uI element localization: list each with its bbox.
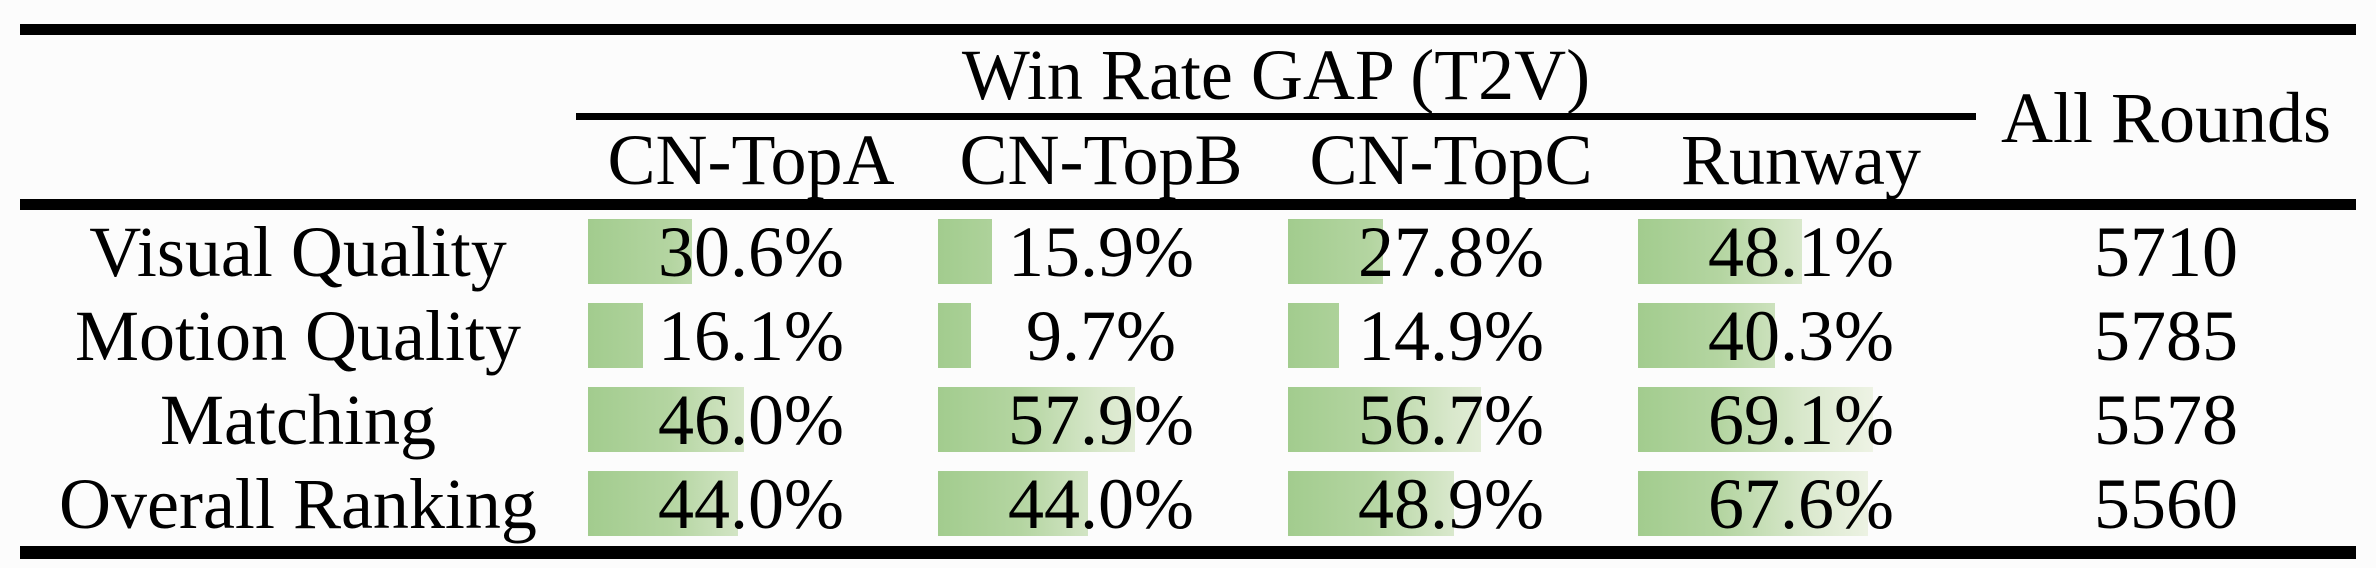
win-rate-bar [588,303,643,368]
title-span-rule [576,113,1976,120]
win-rate-value: 48.9% [1358,464,1544,544]
win-rate-value: 44.0% [1008,464,1194,544]
table-cell: 40.3% [1626,294,1976,378]
win-rate-bar [1638,303,1775,368]
win-rate-bar [588,471,738,536]
win-rate-value: 48.1% [1708,212,1894,292]
all-rounds-value: 5710 [2094,212,2238,292]
column-header-cn-topc: CN-TopC [1309,119,1593,200]
table-cell: 57.9% [926,378,1276,462]
win-rate-value: 57.9% [1008,380,1194,460]
table-cell: 67.6% [1626,462,1976,546]
column-header-cn-topa: CN-TopA [607,119,895,200]
all-rounds-value: 5560 [2094,464,2238,544]
win-rate-bar [588,387,744,452]
column-header-cn-topb: CN-TopB [959,119,1243,200]
win-rate-value: 69.1% [1708,380,1894,460]
win-rate-value: 27.8% [1358,212,1544,292]
win-rate-value: 46.0% [658,380,844,460]
table-cell: 9.7% [926,294,1276,378]
all-rounds-value: 5785 [2094,296,2238,376]
win-rate-bar [1638,471,1868,536]
row-label-matching: Matching [160,380,436,460]
win-rate-bar [938,387,1135,452]
header-separator-rule [20,199,2356,210]
win-rate-value: 14.9% [1358,296,1544,376]
table-cell: 48.9% [1276,462,1626,546]
table-cell: 44.0% [576,462,926,546]
win-rate-value: 16.1% [658,296,844,376]
win-rate-bar [1288,387,1481,452]
table-title: Win Rate GAP (T2V) [961,34,1591,115]
win-rate-value: 56.7% [1358,380,1544,460]
win-rate-value: 15.9% [1008,212,1194,292]
win-rate-bar [938,471,1088,536]
win-rate-bar [1288,303,1339,368]
table-cell: 14.9% [1276,294,1626,378]
table-cell: 16.1% [576,294,926,378]
row-label-motion-quality: Motion Quality [75,296,521,376]
win-rate-value: 40.3% [1708,296,1894,376]
table-bottom-rule [20,546,2356,559]
row-label-overall-ranking: Overall Ranking [59,464,537,544]
table-cell: 46.0% [576,378,926,462]
win-rate-bar [1638,219,1802,284]
win-rate-bar [1288,471,1454,536]
row-label-visual-quality: Visual Quality [89,212,507,292]
table-cell: 69.1% [1626,378,1976,462]
table-cell: 27.8% [1276,210,1626,294]
table-cell: 48.1% [1626,210,1976,294]
column-header-all-rounds: All Rounds [2000,77,2332,158]
win-rate-value: 67.6% [1708,464,1894,544]
win-rate-bar [938,303,971,368]
win-rate-bar [938,219,992,284]
win-rate-bar [588,219,692,284]
table-cell: 15.9% [926,210,1276,294]
win-rate-bar [1638,387,1873,452]
table-top-rule [20,24,2356,35]
win-rate-value: 9.7% [1026,296,1176,376]
win-rate-value: 44.0% [658,464,844,544]
table-cell: 30.6% [576,210,926,294]
column-header-runway: Runway [1681,119,1921,200]
all-rounds-value: 5578 [2094,380,2238,460]
win-rate-value: 30.6% [658,212,844,292]
table-cell: 56.7% [1276,378,1626,462]
win-rate-bar [1288,219,1383,284]
table-cell: 44.0% [926,462,1276,546]
